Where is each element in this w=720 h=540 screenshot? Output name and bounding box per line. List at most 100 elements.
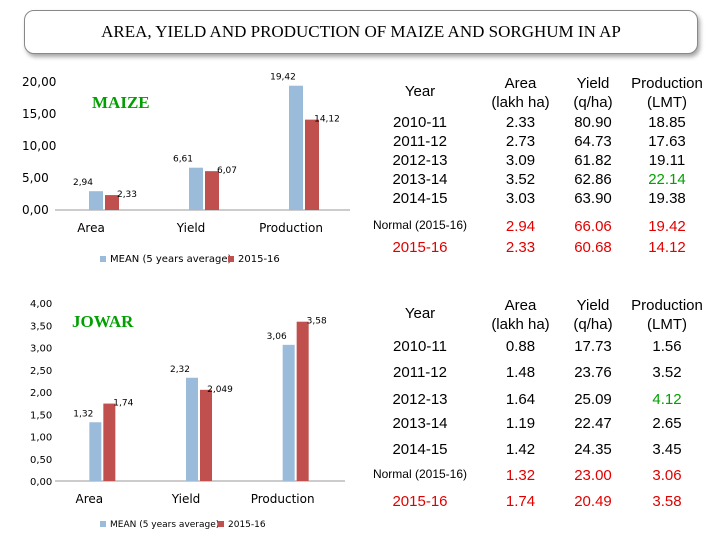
maize-row-area: 3.52 bbox=[505, 171, 536, 188]
jowar-header-area: Area (lakh ha) bbox=[478, 296, 563, 334]
maize-normal-yield: 66.06 bbox=[574, 218, 612, 235]
data-label: 6,61 bbox=[173, 155, 193, 165]
chart-title: JOWAR bbox=[72, 312, 134, 331]
jowar-header-yield: Yield (q/ha) bbox=[558, 296, 628, 334]
bar-2015-16-yield bbox=[200, 389, 212, 481]
jowar-row-area: 1.64 bbox=[505, 391, 536, 408]
legend-swatch bbox=[228, 256, 234, 262]
jowar-current-area: 1.74 bbox=[505, 493, 536, 510]
data-label: 14,12 bbox=[314, 115, 340, 125]
jowar-header-production: Production (LMT) bbox=[622, 296, 712, 334]
maize-row-area: 2.33 bbox=[505, 114, 536, 131]
legend-swatch bbox=[218, 521, 224, 527]
bar-mean-area bbox=[89, 422, 102, 481]
maize-row-production: 19.38 bbox=[648, 190, 686, 207]
data-label: 2,33 bbox=[117, 190, 137, 200]
maize-row-year: 2012-13 bbox=[392, 152, 448, 169]
maize-current-production: 14.12 bbox=[648, 239, 686, 256]
y-tick-label: 0,00 bbox=[22, 203, 49, 217]
maize-normal-production: 19.42 bbox=[648, 218, 686, 235]
data-label: 3,58 bbox=[307, 317, 327, 327]
jowar-normal-production: 3.06 bbox=[652, 467, 682, 484]
y-tick-label: 0,50 bbox=[30, 455, 52, 466]
jowar-row-year: 2011-12 bbox=[393, 364, 447, 381]
jowar-row-yield: 25.09 bbox=[574, 391, 612, 408]
data-label: 3,06 bbox=[267, 332, 287, 342]
bar-mean-area bbox=[89, 191, 103, 210]
maize-row-yield: 63.90 bbox=[574, 190, 612, 207]
y-tick-label: 0,00 bbox=[30, 477, 52, 488]
jowar-chart: 0,00 0,50 1,00 1,50 2,00 2,50 3,00 3,50 4,00 JOWA… bbox=[30, 299, 345, 530]
category-label-yield: Yield bbox=[171, 492, 201, 506]
category-label-yield: Yield bbox=[176, 221, 206, 235]
jowar-current-year: 2015-16 bbox=[392, 493, 448, 510]
maize-row-year: 2014-15 bbox=[392, 190, 448, 207]
chart-title: MAIZE bbox=[92, 93, 150, 112]
jowar-row-year: 2010-11 bbox=[393, 338, 447, 355]
maize-header-yield: Yield (q/ha) bbox=[558, 74, 628, 112]
legend-label: 2015-16 bbox=[228, 520, 266, 530]
maize-row-area: 2.73 bbox=[505, 133, 536, 150]
data-label: 6,07 bbox=[217, 166, 237, 176]
maize-table: Year Area (lakh ha) Yield (q/ha) Product… bbox=[360, 72, 715, 272]
jowar-row-area: 0.88 bbox=[505, 338, 536, 355]
jowar-row-yield: 24.35 bbox=[574, 441, 612, 458]
maize-row-year: 2013-14 bbox=[392, 171, 448, 188]
bar-mean-yield bbox=[186, 377, 198, 481]
legend-label: MEAN (5 years average) bbox=[110, 520, 219, 530]
data-label: 2,049 bbox=[207, 385, 233, 395]
bar-2015-16-production bbox=[305, 119, 319, 210]
jowar-row-yield: 17.73 bbox=[574, 338, 612, 355]
jowar-table: Year Area (lakh ha) Yield (q/ha) Product… bbox=[360, 294, 715, 524]
jowar-header-year: Year bbox=[404, 305, 436, 322]
jowar-current-yield: 20.49 bbox=[574, 493, 612, 510]
jowar-row-production: 1.56 bbox=[652, 338, 682, 355]
y-tick-label: 3,00 bbox=[30, 344, 52, 355]
maize-row-yield: 64.73 bbox=[574, 133, 612, 150]
jowar-normal-area: 1.32 bbox=[505, 467, 536, 484]
bar-2015-16-yield bbox=[205, 171, 219, 210]
jowar-row-production: 3.52 bbox=[652, 364, 682, 381]
data-label: 19,42 bbox=[270, 73, 296, 83]
jowar-normal-year: Normal (2015-16) bbox=[372, 467, 468, 481]
jowar-current-production: 3.58 bbox=[652, 493, 682, 510]
y-tick-label: 5,00 bbox=[22, 171, 49, 185]
maize-header-production-text: Production (LMT) bbox=[631, 75, 703, 111]
maize-normal-year: Normal (2015-16) bbox=[372, 218, 468, 232]
bar-2015-16-area bbox=[105, 195, 119, 210]
maize-row-production: 22.14 bbox=[648, 171, 686, 188]
maize-row-year: 2011-12 bbox=[393, 133, 447, 150]
maize-row-yield: 80.90 bbox=[574, 114, 612, 131]
jowar-normal-yield: 23.00 bbox=[574, 467, 612, 484]
title-banner: AREA, YIELD AND PRODUCTION OF MAIZE AND … bbox=[24, 10, 698, 54]
y-tick-label: 10,00 bbox=[22, 139, 56, 153]
category-label-area: Area bbox=[76, 492, 104, 506]
maize-current-year: 2015-16 bbox=[392, 239, 448, 256]
bar-2015-16-area bbox=[103, 403, 116, 481]
maize-header-year: Year bbox=[404, 83, 436, 100]
maize-row-year: 2010-11 bbox=[393, 114, 447, 131]
bar-2015-16-production bbox=[296, 321, 309, 481]
bar-mean-production bbox=[289, 85, 303, 210]
legend-label: MEAN (5 years average) bbox=[110, 254, 232, 265]
jowar-row-area: 1.19 bbox=[505, 415, 536, 432]
data-label: 1,32 bbox=[73, 409, 93, 419]
maize-chart: 0,00 5,00 10,00 15,00 20,00 MAIZE 2,94 2,33 Area… bbox=[22, 73, 350, 265]
maize-row-area: 3.03 bbox=[505, 190, 536, 207]
maize-normal-area: 2.94 bbox=[505, 218, 536, 235]
page-title: AREA, YIELD AND PRODUCTION OF MAIZE AND … bbox=[101, 22, 621, 41]
y-tick-label: 2,00 bbox=[30, 388, 52, 399]
jowar-row-year: 2012-13 bbox=[392, 391, 448, 408]
jowar-header-yield-text: Yield (q/ha) bbox=[573, 297, 613, 333]
maize-row-yield: 62.86 bbox=[574, 171, 612, 188]
y-tick-label: 15,00 bbox=[22, 107, 56, 121]
jowar-row-production: 3.45 bbox=[652, 441, 682, 458]
maize-row-production: 18.85 bbox=[648, 114, 686, 131]
category-label-area: Area bbox=[77, 221, 105, 235]
y-tick-label: 20,00 bbox=[22, 75, 56, 89]
jowar-row-yield: 23.76 bbox=[574, 364, 612, 381]
maize-row-yield: 61.82 bbox=[574, 152, 612, 169]
data-label: 2,32 bbox=[170, 365, 190, 375]
legend-swatch bbox=[100, 256, 106, 262]
jowar-row-production: 4.12 bbox=[652, 391, 682, 408]
